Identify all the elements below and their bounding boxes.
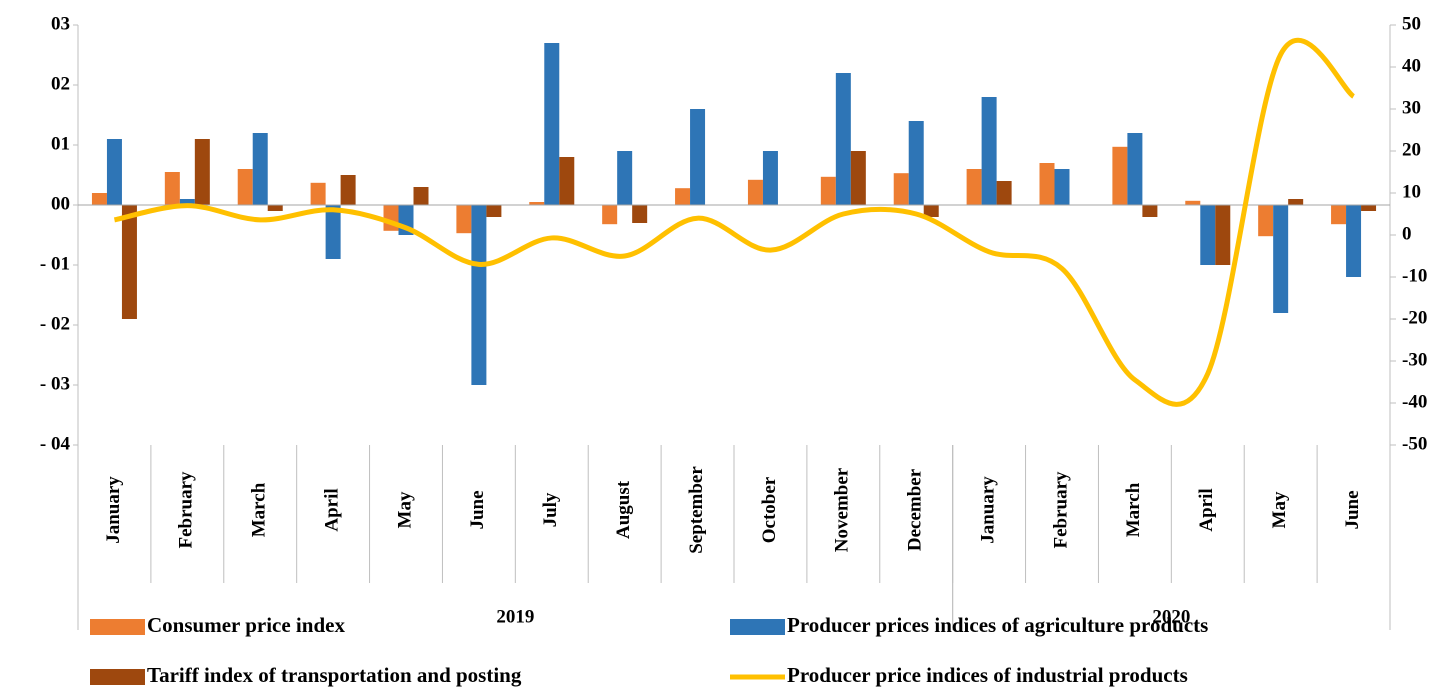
y2-tick-label: 50 xyxy=(1402,13,1421,34)
legend-label: Consumer price index xyxy=(147,613,345,637)
x-tick-label: October xyxy=(759,476,780,543)
bar xyxy=(413,187,429,205)
y-tick-label: 00 xyxy=(51,193,70,214)
bar xyxy=(632,205,648,223)
bar xyxy=(966,169,982,205)
bar xyxy=(121,205,137,319)
bar xyxy=(471,205,487,385)
bar xyxy=(820,176,836,205)
x-tick-label: May xyxy=(394,491,415,528)
bar xyxy=(923,205,939,217)
y-tick-label: 03 xyxy=(51,13,70,34)
y-tick-label: - 04 xyxy=(40,433,71,454)
bar xyxy=(762,151,778,205)
bar xyxy=(1258,205,1274,237)
bar xyxy=(1288,199,1304,205)
bar xyxy=(1039,163,1055,205)
legend-swatch xyxy=(90,619,145,635)
x-tick-label: February xyxy=(176,471,197,549)
x-tick-label: November xyxy=(832,467,853,552)
legend-label: Producer prices indices of agriculture p… xyxy=(787,613,1208,637)
group-label: 2019 xyxy=(496,606,534,627)
x-tick-label: January xyxy=(977,476,998,544)
x-tick-label: January xyxy=(103,476,124,544)
y2-tick-label: -20 xyxy=(1402,307,1427,328)
y2-tick-label: 20 xyxy=(1402,139,1421,160)
bar xyxy=(179,199,195,205)
y2-tick-label: 10 xyxy=(1402,181,1421,202)
bar xyxy=(893,173,909,205)
y-tick-label: 02 xyxy=(51,73,70,94)
bar xyxy=(996,181,1012,205)
y-tick-label: - 03 xyxy=(40,373,70,394)
bar xyxy=(690,109,706,205)
bar xyxy=(747,179,763,205)
x-tick-label: April xyxy=(321,488,342,531)
y-tick-label: - 02 xyxy=(40,313,70,334)
y2-tick-label: -10 xyxy=(1402,265,1427,286)
x-tick-label: August xyxy=(613,480,634,539)
x-tick-label: September xyxy=(686,466,707,554)
bar xyxy=(252,133,268,205)
legend-swatch xyxy=(90,669,145,685)
bar xyxy=(602,205,618,225)
y2-tick-label: 30 xyxy=(1402,97,1421,118)
bar xyxy=(908,121,924,205)
bar xyxy=(1215,205,1231,265)
bar xyxy=(850,151,866,205)
x-tick-label: May xyxy=(1269,491,1290,528)
bar xyxy=(835,73,851,205)
x-tick-label: December xyxy=(905,468,926,551)
bar xyxy=(456,205,472,234)
bar xyxy=(675,188,691,205)
legend-label: Producer price indices of industrial pro… xyxy=(787,663,1188,687)
bar xyxy=(1361,205,1377,211)
bar xyxy=(340,175,356,205)
y-tick-label: 01 xyxy=(51,133,70,154)
bar xyxy=(237,169,253,205)
bar xyxy=(1273,205,1289,313)
y2-tick-label: 0 xyxy=(1402,223,1412,244)
group-label: 2020 xyxy=(1152,606,1190,627)
x-tick-label: June xyxy=(1342,490,1363,529)
x-tick-label: March xyxy=(249,482,270,537)
y2-tick-label: 40 xyxy=(1402,55,1421,76)
bar xyxy=(529,202,545,205)
bar xyxy=(1346,205,1362,277)
y2-tick-label: -30 xyxy=(1402,349,1427,370)
bar xyxy=(1142,205,1158,217)
bar xyxy=(1112,146,1128,205)
bar xyxy=(106,139,122,205)
bar xyxy=(194,139,210,205)
legend-label: Tariff index of transportation and posti… xyxy=(147,663,522,687)
bar xyxy=(1185,200,1201,205)
bar xyxy=(559,157,575,205)
x-tick-label: February xyxy=(1050,471,1071,549)
bar xyxy=(310,182,326,205)
y2-tick-label: -50 xyxy=(1402,433,1427,454)
line xyxy=(113,37,1356,407)
x-tick-label: July xyxy=(540,492,561,527)
bar xyxy=(617,151,633,205)
bar xyxy=(1200,205,1216,265)
bar xyxy=(1127,133,1143,205)
y2-tick-label: -40 xyxy=(1402,391,1427,412)
bar xyxy=(91,193,107,205)
bar xyxy=(325,205,341,259)
bar xyxy=(486,205,502,217)
x-tick-label: March xyxy=(1123,482,1144,537)
bar xyxy=(544,43,560,205)
x-tick-label: June xyxy=(467,490,488,529)
bar xyxy=(1331,205,1347,225)
x-tick-label: April xyxy=(1196,488,1217,531)
legend-swatch xyxy=(730,619,785,635)
bar xyxy=(1054,169,1070,205)
bar xyxy=(981,97,997,205)
bar xyxy=(267,205,283,211)
y-tick-label: - 01 xyxy=(40,253,70,274)
bar xyxy=(164,172,180,205)
